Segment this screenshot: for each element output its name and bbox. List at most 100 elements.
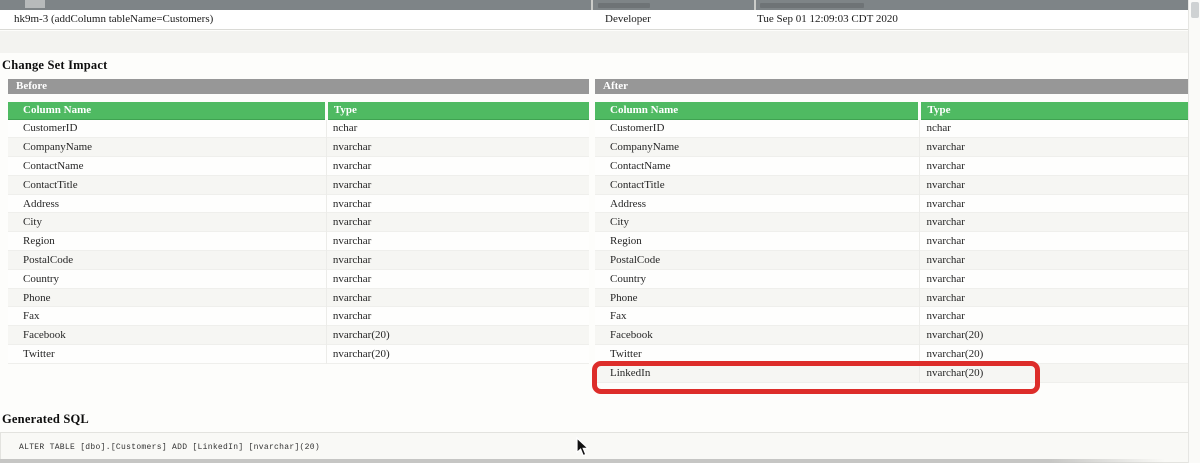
column-name-cell: Fax [610, 310, 627, 323]
column-type-cell: nvarchar(20) [919, 325, 1188, 345]
sql-statement: ALTER TABLE [dbo].[Customers] ADD [Linke… [19, 443, 320, 452]
table-row: Fax nvarchar [595, 306, 1188, 326]
table-row: Region nvarchar [595, 231, 1188, 251]
before-column-name-header: Column Name [8, 102, 327, 120]
table-row: CompanyName nvarchar [8, 137, 589, 157]
column-name-cell: Phone [610, 291, 638, 304]
table-row: Address nvarchar [8, 194, 589, 213]
table-row: ContactTitle nvarchar [8, 175, 589, 195]
table-row: CustomerID nchar [595, 119, 1188, 138]
column-name-cell: Region [610, 235, 642, 248]
column-name-cell: Fax [23, 310, 40, 323]
after-type-header: Type [918, 102, 1188, 120]
change-set-impact-title: Change Set Impact [2, 58, 108, 72]
column-type-cell: nvarchar [325, 175, 589, 195]
column-name-cell: Address [610, 197, 647, 210]
column-type-cell: nvarchar [325, 212, 589, 232]
table-row: PostalCode nvarchar [595, 250, 1188, 270]
column-type-cell: nvarchar [919, 288, 1188, 307]
column-name-cell: Twitter [610, 347, 642, 360]
changeset-author: Developer [605, 13, 651, 25]
column-divider [591, 0, 593, 10]
column-name-cell: Twitter [23, 347, 55, 360]
vertical-scrollbar[interactable] [1188, 0, 1200, 463]
column-type-cell: nvarchar [919, 156, 1188, 176]
table-row: Phone nvarchar [8, 288, 589, 307]
column-name-cell: Country [23, 272, 60, 285]
section-spacer-band [0, 31, 1188, 53]
column-name-cell: CustomerID [610, 122, 665, 135]
column-type-cell: nvarchar(20) [325, 344, 589, 364]
table-row: ContactName nvarchar [595, 156, 1188, 176]
cropped-author-column-header [598, 3, 650, 8]
after-column-name-header: Column Name [595, 102, 920, 120]
column-type-cell: nvarchar [325, 306, 589, 326]
changeset-row[interactable]: hk9m-3 (addColumn tableName=Customers) D… [0, 10, 1188, 30]
column-type-cell: nvarchar [325, 269, 589, 289]
column-name-cell: Phone [23, 291, 51, 304]
mouse-cursor-icon [576, 437, 590, 457]
table-row: CompanyName nvarchar [595, 137, 1188, 157]
column-type-cell: nvarchar [919, 250, 1188, 270]
after-panel: After Column Name Type CustomerID nchar [595, 79, 1188, 383]
table-row: CustomerID nchar [8, 119, 589, 138]
column-name-cell: Facebook [610, 329, 653, 342]
before-table-body: CustomerID nchar CompanyName nvarchar Co… [8, 119, 589, 364]
column-type-cell: nvarchar [919, 231, 1188, 251]
column-divider [754, 0, 756, 10]
column-name-cell: City [23, 216, 42, 229]
column-type-cell: nvarchar [919, 212, 1188, 232]
column-type-cell: nvarchar [919, 194, 1188, 213]
table-row: LinkedIn nvarchar(20) [595, 363, 1188, 383]
column-type-cell: nvarchar [919, 175, 1188, 195]
column-type-cell: nvarchar(20) [919, 344, 1188, 364]
column-name-cell: Address [23, 197, 60, 210]
before-type-header: Type [324, 102, 589, 120]
column-type-cell: nvarchar [919, 306, 1188, 326]
table-row: Country nvarchar [595, 269, 1188, 289]
column-type-cell: nvarchar [919, 137, 1188, 157]
changeset-id: hk9m-3 (addColumn tableName=Customers) [14, 13, 214, 25]
after-panel-header: After [595, 79, 1188, 94]
scrollbar-thumb[interactable] [1191, 2, 1199, 18]
topbar-tab-fragment [25, 0, 45, 8]
before-table-header-row: Column Name Type [8, 102, 589, 120]
column-name-cell: CompanyName [610, 141, 680, 154]
column-name-cell: PostalCode [23, 253, 74, 266]
before-table: Column Name Type CustomerID nchar Compan… [8, 102, 589, 364]
before-panel: Before Column Name Type CustomerID nchar [8, 79, 589, 364]
column-name-cell: ContactName [23, 159, 84, 172]
changeset-date: Tue Sep 01 12:09:03 CDT 2020 [757, 13, 898, 25]
table-row: Fax nvarchar [8, 306, 589, 326]
column-name-cell: ContactName [610, 159, 671, 172]
after-table: Column Name Type CustomerID nchar Compan… [595, 102, 1188, 383]
table-row: Twitter nvarchar(20) [595, 344, 1188, 364]
column-type-cell: nvarchar [325, 137, 589, 157]
column-type-cell: nvarchar [325, 156, 589, 176]
column-type-cell: nvarchar [325, 250, 589, 270]
column-name-cell: LinkedIn [610, 366, 651, 379]
column-name-cell: Country [610, 272, 647, 285]
column-name-cell: CustomerID [23, 122, 78, 135]
column-name-cell: PostalCode [610, 253, 661, 266]
bottom-edge-strip [0, 459, 1165, 463]
table-row: City nvarchar [8, 212, 589, 232]
column-type-cell: nvarchar [325, 194, 589, 213]
column-type-cell: nchar [325, 119, 589, 138]
table-row: Twitter nvarchar(20) [8, 344, 589, 364]
column-name-cell: ContactTitle [23, 178, 78, 191]
column-type-cell: nvarchar [325, 288, 589, 307]
column-type-cell: nchar [919, 119, 1188, 138]
column-name-cell: ContactTitle [610, 178, 665, 191]
cropped-table-header-bar [0, 0, 1188, 10]
table-row: Facebook nvarchar(20) [595, 325, 1188, 345]
column-name-cell: CompanyName [23, 141, 93, 154]
before-panel-header: Before [8, 79, 589, 94]
table-row: Phone nvarchar [595, 288, 1188, 307]
column-name-cell: Region [23, 235, 55, 248]
column-name-cell: City [610, 216, 629, 229]
column-type-cell: nvarchar(20) [325, 325, 589, 345]
table-row: Facebook nvarchar(20) [8, 325, 589, 345]
table-row: ContactName nvarchar [8, 156, 589, 176]
